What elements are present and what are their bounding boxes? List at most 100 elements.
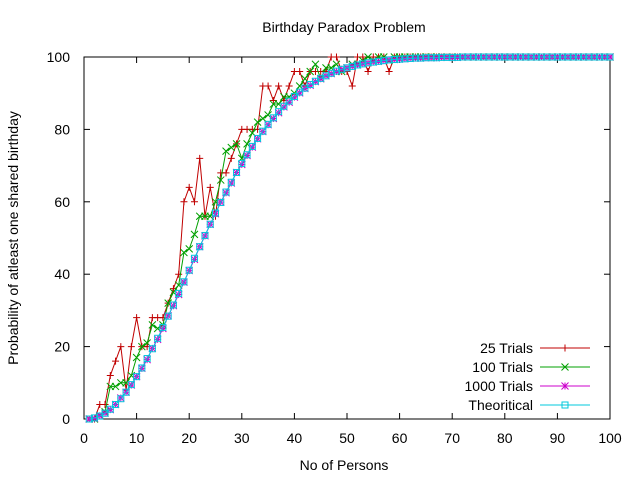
data-point (280, 103, 288, 111)
data-point (106, 372, 114, 380)
legend-label: 100 Trials (472, 359, 533, 375)
data-point (490, 53, 498, 61)
data-point (606, 53, 614, 61)
data-point (222, 147, 230, 155)
data-point (306, 67, 315, 76)
data-point (227, 143, 236, 152)
x-axis-label: No of Persons (300, 457, 389, 473)
y-tick-label: 60 (54, 194, 70, 210)
data-point (259, 127, 267, 135)
legend-swatch-marker (561, 363, 569, 371)
data-point (290, 93, 299, 102)
data-point (238, 159, 246, 167)
data-point (401, 55, 409, 63)
x-tick-label: 40 (287, 430, 303, 446)
data-point (275, 108, 283, 116)
data-point (264, 120, 272, 128)
data-point (559, 53, 567, 61)
data-point (601, 53, 609, 61)
data-point (301, 84, 309, 92)
x-tick-label: 90 (550, 430, 566, 446)
data-point (143, 355, 151, 363)
data-point (485, 53, 493, 61)
data-point (222, 169, 230, 177)
data-point (496, 53, 504, 61)
data-point (269, 96, 277, 104)
data-point (506, 53, 514, 61)
data-point (127, 343, 135, 351)
data-point (332, 53, 340, 61)
data-point (390, 56, 398, 64)
data-point (169, 301, 177, 309)
data-point (106, 405, 114, 413)
data-point (217, 199, 225, 207)
data-point (343, 64, 351, 72)
data-point (543, 53, 551, 61)
data-point (411, 54, 419, 62)
data-point (548, 53, 556, 61)
data-point (185, 245, 194, 253)
data-point (133, 373, 141, 381)
x-tick-label: 50 (339, 430, 355, 446)
data-point (511, 53, 519, 61)
data-point (196, 154, 204, 162)
data-point (348, 62, 356, 70)
data-point (290, 92, 298, 100)
data-point (185, 266, 193, 274)
data-point (285, 97, 293, 105)
data-point (311, 60, 320, 69)
data-point (564, 53, 572, 61)
data-point (112, 401, 120, 409)
data-point (385, 56, 393, 64)
y-tick-label: 20 (54, 339, 70, 355)
data-point (206, 183, 214, 191)
data-point (138, 342, 146, 351)
data-point (127, 381, 135, 389)
data-point (359, 53, 367, 61)
data-point (232, 140, 241, 148)
data-point (480, 53, 488, 61)
data-point (380, 57, 388, 65)
data-point (280, 102, 288, 110)
data-point (427, 54, 435, 62)
data-point (327, 69, 335, 77)
data-point (432, 54, 440, 62)
data-point (132, 353, 141, 362)
data-point (422, 54, 430, 62)
data-point (569, 53, 577, 61)
series-layer (85, 53, 614, 423)
data-point (443, 53, 451, 61)
data-point (216, 176, 225, 184)
data-point (354, 61, 362, 69)
data-point (448, 53, 456, 61)
data-point (133, 314, 141, 322)
data-point (338, 65, 346, 73)
legend-label: 25 Trials (480, 340, 533, 356)
x-tick-label: 0 (80, 430, 88, 446)
data-point (227, 178, 235, 186)
data-point (585, 53, 593, 61)
data-point (111, 382, 120, 391)
data-point (469, 53, 477, 61)
data-point (185, 183, 193, 191)
data-point (296, 67, 304, 75)
data-point (248, 142, 256, 150)
y-tick-label: 100 (47, 49, 71, 65)
data-point (275, 82, 283, 90)
data-point (595, 53, 603, 61)
data-point (553, 53, 561, 61)
data-point (517, 53, 525, 61)
data-point (417, 54, 425, 62)
data-point (190, 230, 199, 239)
data-point (475, 53, 482, 61)
data-point (138, 364, 146, 372)
data-point (522, 53, 530, 61)
data-point (527, 53, 535, 61)
data-point (385, 67, 393, 75)
data-point (580, 53, 588, 61)
data-point (206, 220, 214, 228)
data-point (233, 168, 241, 176)
data-point (201, 231, 209, 239)
y-axis-label: Probability of atleast one shared birthd… (5, 111, 21, 365)
x-tick-label: 30 (234, 430, 250, 446)
